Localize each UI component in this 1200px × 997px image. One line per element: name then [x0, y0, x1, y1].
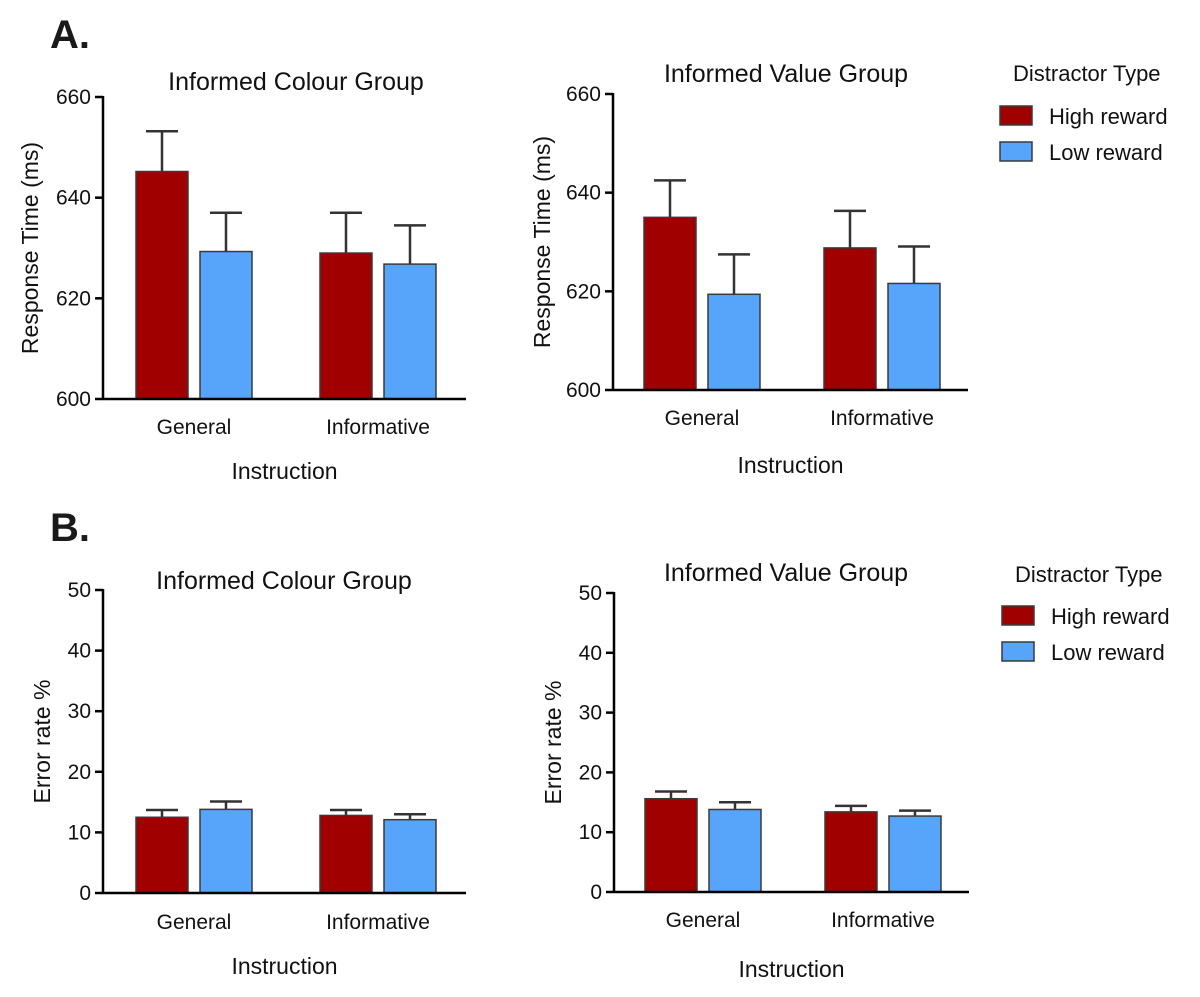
x-tick-label: General [666, 909, 741, 932]
legend-entry: Low reward [1049, 140, 1163, 165]
y-tick-label: 0 [590, 881, 602, 904]
y-tick-label: 640 [56, 187, 91, 210]
y-tick-label: 620 [56, 287, 91, 310]
legend: Distractor Type High reward Low reward [1001, 562, 1170, 665]
chart-title: Informed Colour Group [156, 567, 412, 595]
x-tick-label: Informative [831, 909, 935, 932]
bar-low-reward [888, 815, 942, 893]
y-axis-label: Error rate % [540, 681, 566, 805]
bar-high-reward [643, 216, 697, 391]
y-tick-label: 20 [68, 761, 91, 784]
bar-low-reward [383, 818, 437, 894]
bar-low-reward [199, 808, 253, 894]
bar-high-reward [319, 814, 373, 894]
bar-low-reward [707, 293, 761, 391]
y-axis-label: Response Time (ms) [17, 142, 43, 354]
bar-low-reward [708, 808, 762, 893]
legend-swatch-low-reward [1001, 641, 1035, 662]
bar-high-reward [135, 816, 189, 894]
legend: Distractor Type High reward Low reward [999, 61, 1168, 165]
bar-low-reward [199, 250, 253, 400]
panel-label-b: B. [50, 506, 90, 550]
legend-entry: High reward [1049, 104, 1168, 129]
y-tick-label: 40 [579, 642, 602, 665]
y-tick-label: 30 [68, 700, 91, 723]
y-tick-label: 620 [566, 280, 601, 303]
y-axis-label: Error rate % [29, 680, 55, 804]
bar-high-reward [319, 252, 373, 400]
x-axis-label: Instruction [738, 956, 844, 982]
legend-swatch-high-reward [1001, 605, 1035, 626]
bar-high-reward [823, 247, 877, 391]
legend-entry: Low reward [1051, 640, 1165, 665]
chart-title: Informed Value Group [664, 559, 908, 587]
x-tick-label: Informative [326, 911, 430, 934]
charts-container: Informed Colour Group General Informative 6… [17, 60, 1170, 982]
legend-swatch-high-reward [999, 105, 1033, 126]
x-tick-label: General [665, 407, 740, 430]
x-axis-label: Instruction [231, 458, 337, 484]
y-tick-label: 40 [68, 640, 91, 663]
chart-4: Informed Value Group General Informative 0 1… [540, 559, 1170, 982]
y-tick-label: 10 [579, 821, 602, 844]
x-tick-label: General [157, 911, 232, 934]
y-tick-label: 20 [579, 761, 602, 784]
x-tick-label: Informative [326, 416, 430, 439]
legend-swatch-low-reward [999, 141, 1033, 162]
y-tick-label: 640 [566, 182, 601, 205]
bar-high-reward [824, 811, 878, 893]
y-axis-label: Response Time (ms) [529, 136, 555, 348]
chart-title: Informed Colour Group [168, 68, 424, 96]
chart-title: Informed Value Group [664, 60, 908, 88]
y-tick-label: 660 [566, 83, 601, 106]
bar-high-reward [644, 797, 698, 893]
y-tick-label: 50 [68, 579, 91, 602]
y-tick-label: 0 [79, 882, 91, 905]
y-tick-label: 600 [566, 379, 601, 402]
legend-title: Distractor Type [1013, 61, 1161, 86]
y-tick-label: 600 [56, 388, 91, 411]
bar-low-reward [887, 282, 941, 391]
legend-title: Distractor Type [1015, 562, 1163, 587]
y-tick-label: 50 [579, 582, 602, 605]
chart-1: Informed Colour Group General Informative 6… [17, 68, 466, 484]
bar-high-reward [135, 170, 189, 400]
chart-2: Informed Value Group General Informative 60… [529, 60, 1168, 478]
bar-low-reward [383, 263, 437, 400]
x-tick-label: General [157, 416, 232, 439]
x-axis-label: Instruction [737, 452, 843, 478]
x-tick-label: Informative [830, 407, 934, 430]
chart-3: Informed Colour Group General Informative 0… [29, 567, 466, 979]
y-tick-label: 10 [68, 821, 91, 844]
y-tick-label: 660 [56, 86, 91, 109]
panel-label-a: A. [50, 13, 90, 57]
legend-entry: High reward [1051, 604, 1170, 629]
x-axis-label: Instruction [231, 953, 337, 979]
y-tick-label: 30 [579, 702, 602, 725]
